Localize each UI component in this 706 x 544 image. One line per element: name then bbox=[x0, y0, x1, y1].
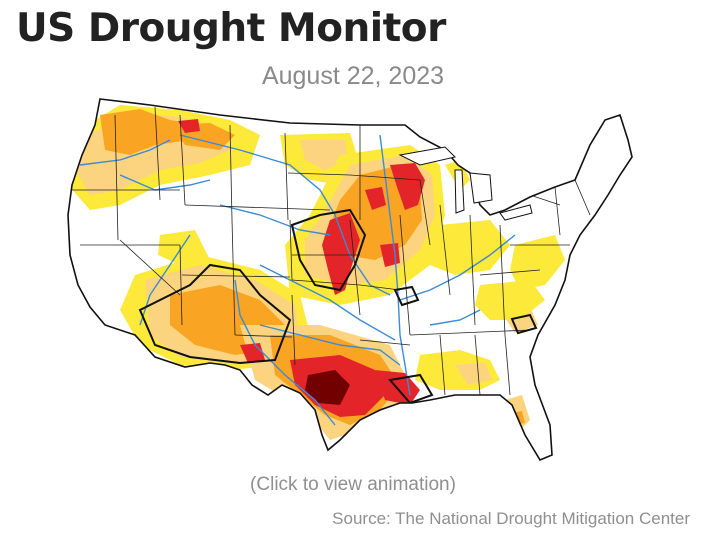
map-date: August 22, 2023 bbox=[0, 62, 706, 91]
drought-d4-texas bbox=[305, 370, 350, 405]
lake-erie bbox=[499, 204, 533, 221]
drought-areas bbox=[68, 105, 565, 440]
river-missouri bbox=[179, 134, 391, 296]
lake-superior bbox=[398, 146, 456, 166]
river-snake bbox=[119, 174, 211, 191]
outline-midwest bbox=[290, 208, 367, 292]
outline-gulf bbox=[388, 373, 434, 405]
drought-d0-mid-south bbox=[475, 280, 545, 320]
lake-michigan bbox=[454, 169, 465, 214]
us-map-svg[interactable] bbox=[60, 95, 640, 465]
drought-d1-plains bbox=[300, 140, 348, 170]
state-borders bbox=[70, 106, 591, 396]
drought-d0-utah bbox=[158, 230, 210, 265]
drought-outlines bbox=[138, 208, 538, 405]
drought-map[interactable] bbox=[60, 95, 640, 465]
river-ohio bbox=[399, 234, 516, 301]
drought-d3-idaho bbox=[178, 119, 200, 133]
source-credit: Source: The National Drought Mitigation … bbox=[332, 509, 690, 528]
river-arkansas bbox=[259, 264, 396, 341]
click-to-animate-link[interactable]: (Click to view animation) bbox=[250, 474, 456, 495]
river-platte bbox=[219, 204, 331, 236]
drought-d0-ohio-valley bbox=[430, 220, 510, 275]
drought-d0-midatlantic bbox=[510, 235, 565, 290]
river-tennessee bbox=[429, 309, 481, 326]
river-columbia bbox=[79, 139, 171, 166]
drought-d2-northwest bbox=[100, 109, 200, 155]
drought-d1-southeast bbox=[455, 363, 492, 385]
great-lakes bbox=[398, 146, 533, 221]
lake-huron bbox=[469, 172, 493, 204]
drought-d3-iowa bbox=[322, 213, 360, 295]
river-mississippi bbox=[379, 134, 411, 396]
drought-d3-minnesota bbox=[365, 187, 386, 210]
outline-tennessee bbox=[510, 313, 538, 335]
outline-southwest bbox=[138, 263, 292, 365]
map-date-text: August 22, 2023 bbox=[261, 62, 445, 90]
drought-d3-wisconsin bbox=[390, 163, 425, 210]
page-title: US Drought Monitor bbox=[16, 6, 446, 51]
outline-kentucky bbox=[393, 285, 420, 307]
